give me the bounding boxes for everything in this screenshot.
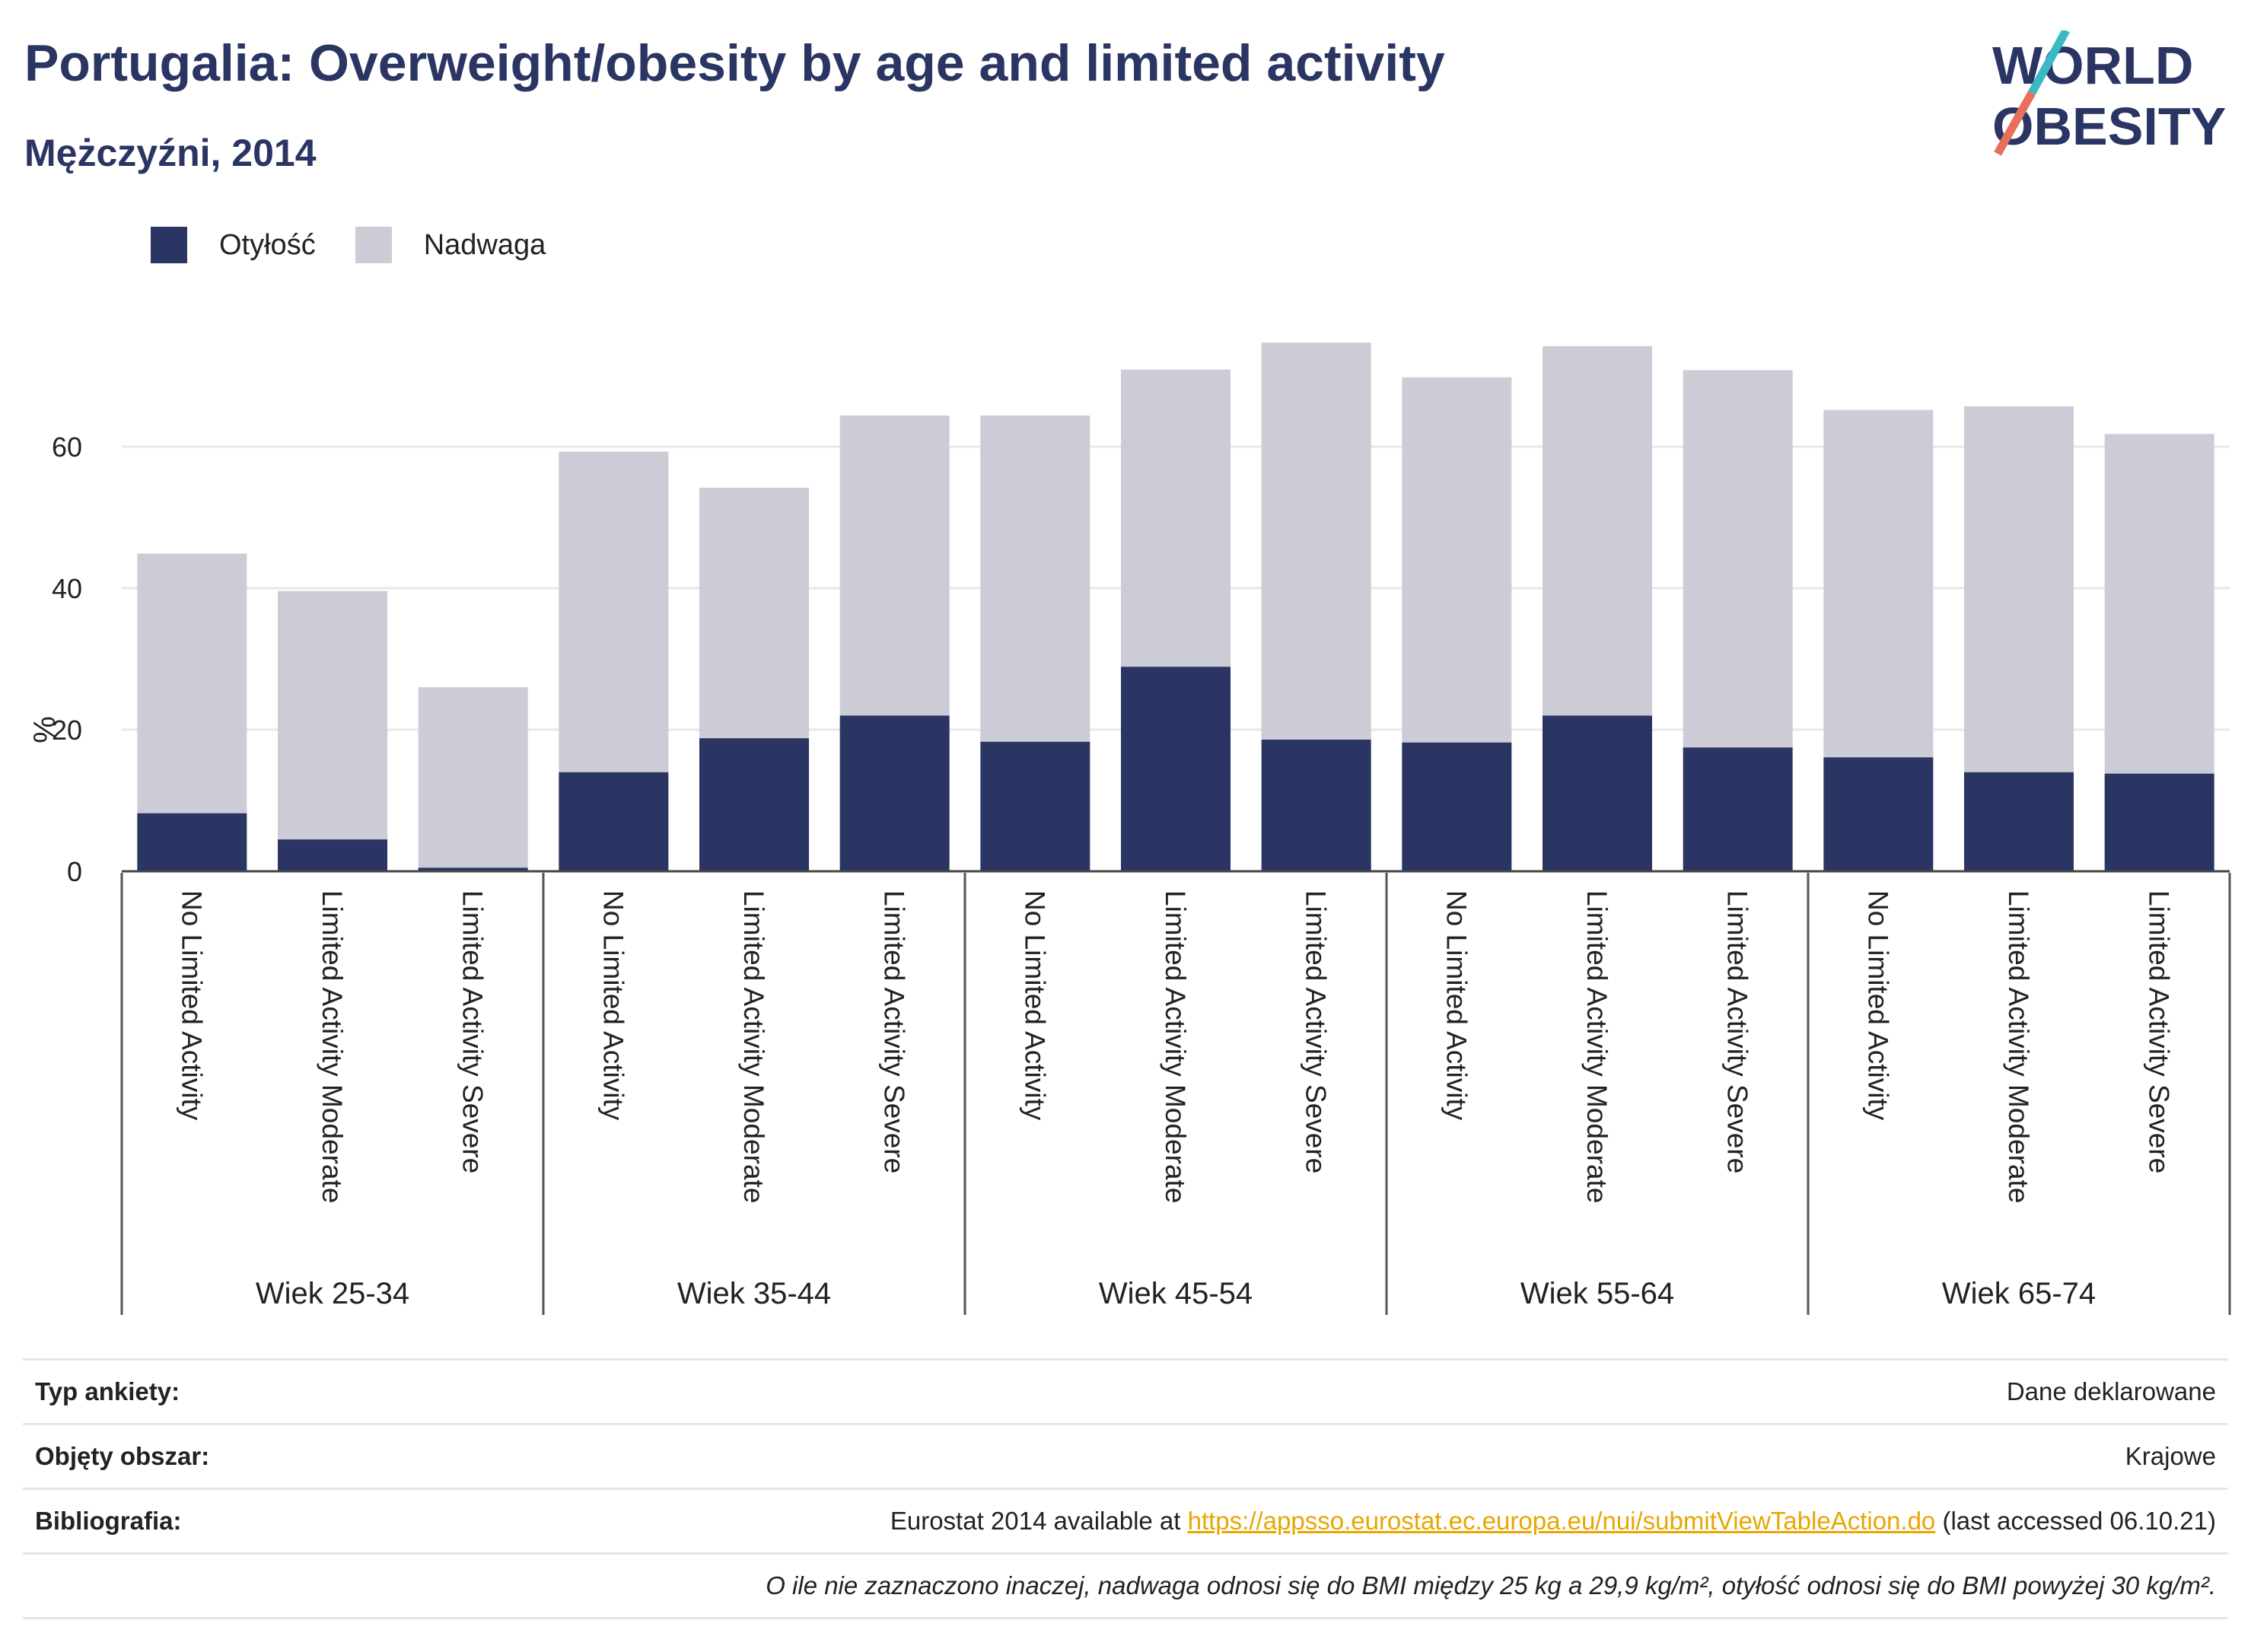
category-tick-label: No Limited Activity [1019, 890, 1050, 1121]
bar-overweight [278, 590, 387, 840]
category-tick-label: Limited Activity Moderate [317, 890, 348, 1203]
bar-obesity [418, 867, 528, 871]
bar-overweight [1261, 342, 1371, 740]
y-tick-label: 20 [52, 715, 82, 746]
category-tick-label: Limited Activity Severe [2144, 890, 2175, 1173]
bar-overweight [1964, 406, 2074, 772]
category-tick-label: No Limited Activity [176, 890, 207, 1121]
area-label: Objęty obszar: [35, 1442, 210, 1470]
bmi-note: O ile nie zaznaczono inaczej, nadwaga od… [766, 1571, 2216, 1599]
bar-obesity [1543, 715, 1652, 871]
legend-swatch-obesity [151, 227, 187, 263]
legend-item-overweight: Nadwaga [355, 227, 546, 263]
bibliography-value: Eurostat 2014 available at https://appss… [890, 1507, 2216, 1536]
category-tick-label: No Limited Activity [597, 890, 629, 1121]
bar-overweight [2104, 434, 2214, 774]
chart-legend: Otyłość Nadwaga [151, 227, 585, 263]
category-tick-label: Limited Activity Severe [879, 890, 910, 1173]
bar-overweight [980, 415, 1090, 742]
info-row-bibliography: Bibliografia: Eurostat 2014 available at… [23, 1488, 2228, 1552]
category-tick-label: Limited Activity Severe [457, 890, 489, 1173]
bibliography-label: Bibliografia: [35, 1507, 182, 1535]
bar-obesity [1683, 747, 1793, 871]
legend-item-obesity: Otyłość [151, 227, 316, 263]
info-table: Typ ankiety: Dane deklarowane Objęty obs… [23, 1358, 2228, 1619]
bar-obesity [1964, 772, 2074, 871]
y-tick-label: 0 [67, 856, 82, 887]
bar-overweight [1823, 409, 1934, 758]
legend-label-overweight: Nadwaga [423, 228, 546, 261]
info-row-note: O ile nie zaznaczono inaczej, nadwaga od… [23, 1552, 2228, 1619]
bar-obesity [1823, 757, 1934, 871]
bar-obesity [137, 813, 247, 871]
category-tick-label: No Limited Activity [1441, 890, 1472, 1121]
bar-overweight [137, 553, 247, 813]
category-tick-label: Limited Activity Moderate [1160, 890, 1191, 1203]
chart-title: Portugalia: Overweight/obesity by age an… [24, 34, 1445, 92]
info-row-survey: Typ ankiety: Dane deklarowane [23, 1358, 2228, 1423]
y-axis-label: % [28, 716, 62, 743]
bar-overweight [559, 451, 669, 772]
survey-label: Typ ankiety: [35, 1377, 180, 1405]
bar-overweight [699, 487, 809, 739]
bibliography-prefix: Eurostat 2014 available at [890, 1507, 1188, 1535]
group-label: Wiek 35-44 [677, 1277, 831, 1310]
survey-value: Dane deklarowane [2006, 1377, 2216, 1405]
logo-line2: OBESITY [1992, 97, 2226, 156]
group-label: Wiek 25-34 [256, 1277, 409, 1310]
bar-obesity [1121, 667, 1231, 871]
bar-obesity [1402, 742, 1512, 871]
group-label: Wiek 55-64 [1520, 1277, 1674, 1310]
bar-obesity [278, 839, 387, 871]
bar-overweight [839, 415, 950, 716]
world-obesity-logo: WORLD OBESITY [1992, 30, 2226, 156]
category-tick-label: Limited Activity Moderate [738, 890, 769, 1203]
bar-overweight [418, 687, 528, 868]
bibliography-link[interactable]: https://appsso.eurostat.ec.europa.eu/nui… [1187, 1507, 1936, 1535]
bar-obesity [980, 741, 1090, 871]
logo-line1: WORLD [1992, 36, 2193, 95]
bar-overweight [1402, 377, 1512, 743]
chart-subtitle: Mężczyźni, 2014 [24, 132, 317, 174]
category-tick-label: No Limited Activity [1862, 890, 1893, 1121]
bibliography-suffix: (last accessed 06.10.21) [1935, 1507, 2216, 1535]
legend-label-obesity: Otyłość [219, 228, 316, 261]
category-tick-label: Limited Activity Severe [1301, 890, 1332, 1173]
y-tick-label: 60 [52, 431, 82, 463]
group-label: Wiek 45-54 [1099, 1277, 1253, 1310]
info-row-area: Objęty obszar: Krajowe [23, 1423, 2228, 1488]
category-tick-label: Limited Activity Moderate [1581, 890, 1613, 1203]
bar-overweight [1683, 370, 1793, 748]
category-tick-label: Limited Activity Moderate [2003, 890, 2034, 1203]
bar-overweight [1121, 369, 1231, 667]
bar-obesity [559, 772, 669, 871]
area-value: Krajowe [2125, 1442, 2216, 1470]
bar-obesity [839, 715, 950, 871]
bar-chart: 0 20 40 60% No Limited Activity Limited Activ… [28, 342, 2231, 1315]
bar-obesity [699, 738, 809, 871]
category-tick-label: Limited Activity Severe [1722, 890, 1753, 1173]
legend-swatch-overweight [355, 227, 392, 263]
bar-obesity [1261, 740, 1371, 871]
bar-overweight [1543, 345, 1652, 716]
bar-obesity [2104, 773, 2214, 871]
y-tick-label: 40 [52, 573, 82, 604]
group-label: Wiek 65-74 [1942, 1277, 2096, 1310]
